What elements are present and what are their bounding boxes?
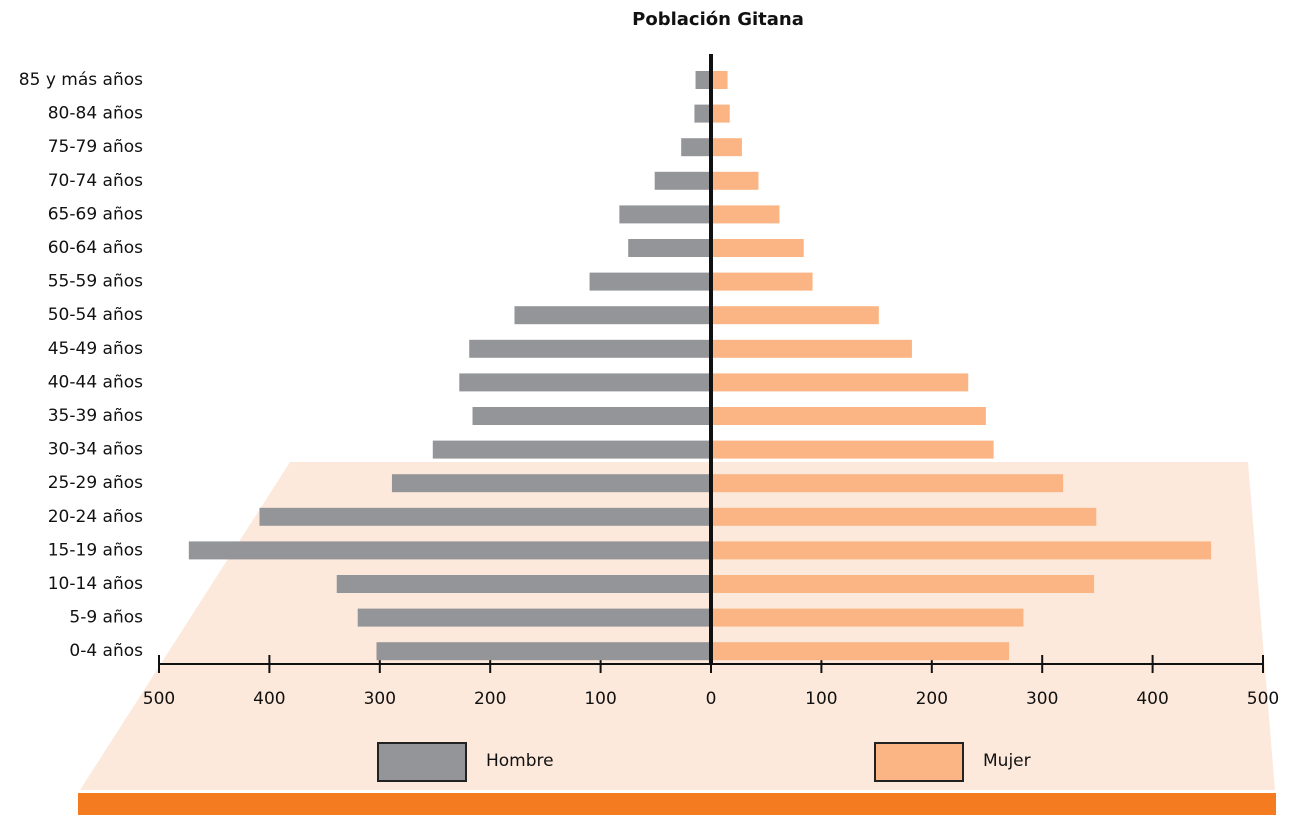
x-tick-label: 200	[916, 689, 948, 709]
bar	[336, 575, 711, 593]
bar	[681, 138, 711, 157]
bar	[589, 272, 711, 291]
bar	[357, 608, 711, 627]
bar	[713, 373, 969, 392]
legend-label: Mujer	[983, 751, 1031, 771]
bar	[713, 474, 1064, 493]
x-tick-label: 400	[253, 689, 285, 709]
bar	[259, 507, 711, 526]
y-tick-label: 65-69 años	[48, 204, 143, 224]
bar	[188, 541, 712, 560]
bar	[713, 71, 728, 89]
x-tick-label: 100	[584, 689, 616, 709]
bar	[713, 507, 1097, 526]
y-tick-label: 35-39 años	[48, 406, 143, 426]
y-tick-label: 0-4 años	[69, 641, 143, 661]
y-tick-label: 55-59 años	[48, 272, 143, 292]
bar	[713, 608, 1024, 627]
bar	[713, 205, 780, 224]
bar	[713, 440, 994, 459]
bar	[713, 339, 912, 358]
bar	[654, 171, 711, 190]
y-tick-label: 25-29 años	[48, 473, 143, 493]
bar	[376, 642, 711, 661]
bar	[469, 339, 711, 358]
y-tick-label: 20-24 años	[48, 507, 143, 527]
x-tick-label: 0	[706, 689, 717, 709]
x-tick-label: 300	[364, 689, 396, 709]
y-tick-label: 15-19 años	[48, 540, 143, 560]
x-tick-label: 500	[143, 689, 175, 709]
bar	[472, 407, 711, 425]
bar	[713, 104, 730, 123]
bar	[713, 239, 804, 257]
x-tick-label: 400	[1136, 689, 1168, 709]
bar	[391, 474, 711, 493]
x-tick-label: 300	[1026, 689, 1058, 709]
y-tick-label: 40-44 años	[48, 372, 143, 392]
y-tick-label: 50-54 años	[48, 305, 143, 325]
bar	[694, 104, 711, 123]
bar	[713, 575, 1095, 593]
bar	[713, 171, 759, 190]
bar	[695, 71, 711, 89]
legend-label: Hombre	[486, 751, 554, 771]
y-tick-label: 60-64 años	[48, 238, 143, 258]
bar	[713, 138, 742, 157]
bar	[514, 306, 711, 325]
y-tick-label: 5-9 años	[69, 608, 143, 628]
y-tick-label: 75-79 años	[48, 137, 143, 157]
x-tick-label: 100	[805, 689, 837, 709]
bar	[713, 272, 813, 291]
y-tick-label: 10-14 años	[48, 574, 143, 594]
y-tick-label: 70-74 años	[48, 171, 143, 191]
bar	[713, 407, 986, 425]
bar	[713, 541, 1212, 560]
bar	[619, 205, 711, 224]
footer-bar	[78, 793, 1276, 815]
bar	[628, 239, 711, 257]
y-tick-label: 30-34 años	[48, 440, 143, 460]
bar	[713, 306, 879, 325]
bar	[432, 440, 711, 459]
y-tick-label: 45-49 años	[48, 339, 143, 359]
legend-swatch	[377, 742, 467, 782]
legend-swatch	[874, 742, 964, 782]
chart-title: Población Gitana	[632, 9, 804, 30]
bar	[713, 642, 1010, 661]
y-tick-label: 80-84 años	[48, 104, 143, 124]
y-tick-label: 85 y más años	[19, 70, 143, 90]
bar	[459, 373, 711, 392]
x-tick-label: 200	[474, 689, 506, 709]
x-tick-label: 500	[1247, 689, 1279, 709]
